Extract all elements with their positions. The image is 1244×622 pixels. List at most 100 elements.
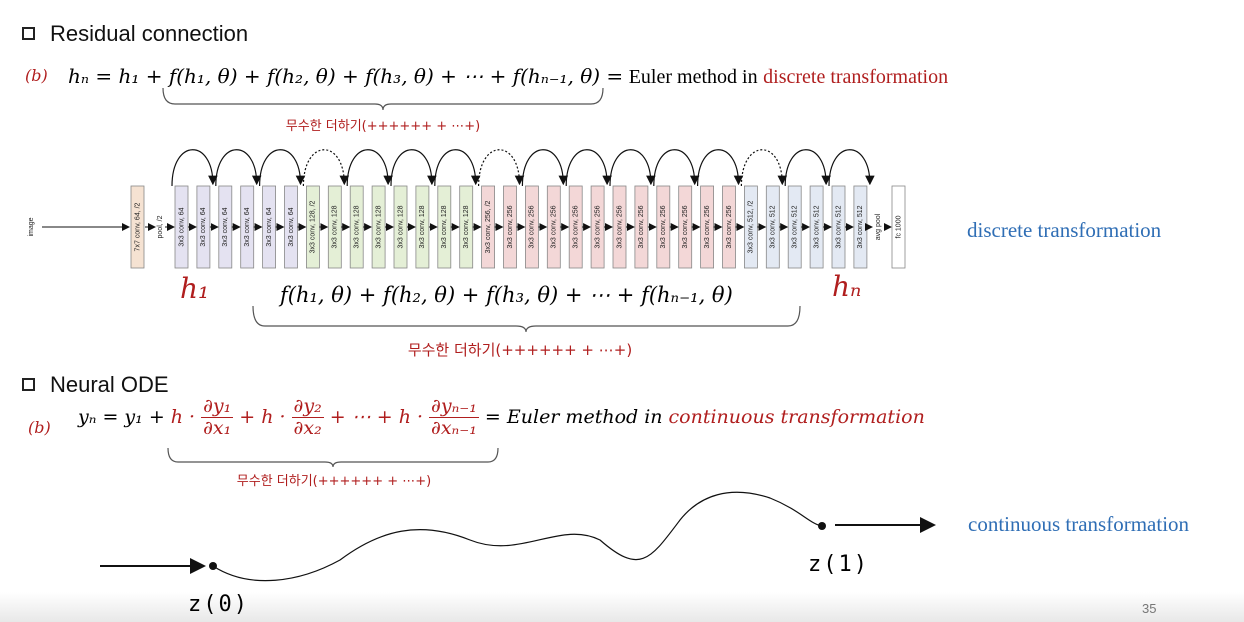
skip-connection bbox=[302, 149, 350, 187]
equation-text: = Euler method in bbox=[484, 406, 663, 429]
layer-label: 3x3 conv, 128 bbox=[375, 205, 382, 248]
sum-formula: f(h₁, θ) + f(h₂, θ) + f(h₃, θ) + ⋯ + f(h… bbox=[280, 283, 733, 307]
skip-connection bbox=[478, 149, 525, 187]
layer-label: 3x3 conv, 128 bbox=[354, 205, 361, 248]
fraction: ∂y₂ ∂x₂ bbox=[291, 395, 324, 439]
skip-connection bbox=[828, 149, 875, 187]
layer-label: 3x3 conv, 512 bbox=[813, 205, 820, 248]
input-label: image bbox=[28, 217, 35, 236]
skip-connection bbox=[653, 149, 700, 187]
brace-label: 무수한 더하기(++++++ + ⋯+) bbox=[236, 474, 432, 489]
skip-connection bbox=[171, 149, 218, 187]
equation-formula: hₙ = h₁ + f(h₁, θ) + f(h₂, θ) + f(h₃, θ)… bbox=[68, 64, 624, 88]
trajectory-curve bbox=[212, 491, 823, 582]
layer-label: 3x3 conv, 256 bbox=[616, 205, 623, 248]
footer-band bbox=[0, 592, 1244, 622]
brace bbox=[167, 447, 499, 468]
denominator: ∂xₙ₋₁ bbox=[431, 416, 477, 439]
layer-label: 3x3 conv, 128 bbox=[463, 205, 470, 248]
label: (b) bbox=[28, 418, 51, 437]
layer-label: 3x3 conv, 512 bbox=[857, 205, 864, 248]
layer-label: 3x3 conv, 256 bbox=[638, 205, 645, 248]
layer-label: 3x3 conv, 256 bbox=[507, 205, 514, 248]
section-heading: Neural ODE bbox=[50, 372, 169, 397]
end-label: z(1) bbox=[808, 552, 869, 577]
h-last: hₙ bbox=[832, 270, 862, 303]
fraction: ∂yₙ₋₁ ∂xₙ₋₁ bbox=[429, 396, 479, 439]
layer-label: 3x3 conv, 128 bbox=[397, 205, 404, 248]
fc-layer bbox=[891, 185, 906, 269]
end-point bbox=[818, 522, 826, 530]
layer-label: 3x3 conv, 64 bbox=[200, 207, 207, 246]
skip-connection bbox=[565, 149, 612, 187]
caption: discrete transformation bbox=[967, 218, 1162, 242]
layer-label: 3x3 conv, 64 bbox=[178, 207, 185, 246]
layer-label: 3x3 conv, 64 bbox=[244, 207, 251, 246]
layer-label: 3x3 conv, 256 bbox=[529, 205, 536, 248]
equation-highlight: discrete transformation bbox=[763, 66, 949, 88]
equation-lhs: yₙ = y₁ + bbox=[78, 406, 165, 429]
layer-label: 3x3 conv, 256 bbox=[682, 205, 689, 248]
skip-connection bbox=[259, 149, 306, 187]
layer-label: 3x3 conv, 256 bbox=[551, 205, 558, 248]
label: (b) bbox=[25, 66, 48, 85]
skip-connection bbox=[521, 149, 569, 187]
resnet-diagram: image 7x7 conv, 64, /2 pool, /2 3x3 conv, 6… bbox=[28, 149, 906, 269]
equation: yₙ = y₁ + h · ∂y₁ ∂x₁ + h · ∂y₂ ∂x₂ + ⋯ + … bbox=[78, 396, 925, 439]
brace-label: 무수한 더하기(++++++ + ⋯+) bbox=[285, 119, 481, 134]
checkbox bbox=[22, 378, 35, 391]
start-label: z(0) bbox=[188, 592, 249, 617]
pool-label: pool, /2 bbox=[157, 215, 164, 238]
layer-label: 3x3 conv, 256 bbox=[573, 205, 580, 248]
denominator: ∂x₁ bbox=[203, 416, 232, 439]
numerator: ∂y₁ bbox=[201, 395, 234, 418]
layer-label: 3x3 conv, 512 bbox=[792, 205, 799, 248]
skip-connection bbox=[609, 149, 656, 187]
layer-label: 3x3 conv, 128 bbox=[419, 205, 426, 248]
layer-label: 3x3 conv, 256 bbox=[594, 205, 601, 248]
stem-layer bbox=[130, 185, 145, 269]
brace bbox=[162, 87, 604, 111]
pool-label: avg pool bbox=[875, 213, 882, 240]
caption: continuous transformation bbox=[968, 512, 1190, 536]
layer-label: 3x3 conv, 512 bbox=[770, 205, 777, 248]
numerator: ∂y₂ bbox=[291, 395, 324, 418]
layer-label: 3x3 conv, 64 bbox=[288, 207, 295, 246]
fraction: ∂y₁ ∂x₁ bbox=[201, 395, 234, 439]
layer-label: fc 1000 bbox=[895, 215, 902, 238]
start-point bbox=[209, 562, 217, 570]
skip-connection bbox=[434, 149, 481, 187]
coef: h · bbox=[170, 406, 196, 429]
section-heading: Residual connection bbox=[50, 21, 249, 46]
layer-label: 3x3 conv, 128 bbox=[441, 205, 448, 248]
skip-connection bbox=[346, 149, 393, 187]
layer-label: 3x3 conv, 128 bbox=[332, 205, 339, 248]
skip-connection bbox=[784, 149, 831, 187]
coef: + h · bbox=[239, 406, 286, 429]
layer-label: 3x3 conv, 512 bbox=[835, 205, 842, 248]
h-first: h₁ bbox=[180, 272, 210, 305]
layer-label: 3x3 conv, 256 bbox=[660, 205, 667, 248]
coef: + ⋯ + h · bbox=[329, 406, 424, 429]
layer-label: 3x3 conv, 256 bbox=[704, 205, 711, 248]
equation-highlight: continuous transformation bbox=[668, 406, 925, 429]
layer-label: 3x3 conv, 64 bbox=[222, 207, 229, 246]
layer-label: 3x3 conv, 256 bbox=[726, 205, 733, 248]
skip-connection bbox=[390, 149, 437, 187]
equation-text: Euler method in bbox=[628, 66, 758, 88]
layer-label: 3x3 conv, 64 bbox=[266, 207, 273, 246]
skip-connection bbox=[740, 149, 788, 187]
checkbox bbox=[22, 27, 35, 40]
layer-label: 3x3 conv, 128, /2 bbox=[310, 200, 317, 253]
denominator: ∂x₂ bbox=[293, 416, 322, 439]
page-number: 35 bbox=[1142, 601, 1157, 616]
layer-label: 3x3 conv, 512, /2 bbox=[748, 200, 755, 253]
brace-label: 무수한 더하기(++++++ + ⋯+) bbox=[407, 341, 633, 359]
equation: hₙ = h₁ + f(h₁, θ) + f(h₂, θ) + f(h₃, θ)… bbox=[68, 64, 948, 89]
layer-label: 7x7 conv, 64, /2 bbox=[134, 202, 141, 251]
layer-label: 3x3 conv, 256, /2 bbox=[485, 200, 492, 253]
brace bbox=[252, 305, 801, 333]
skip-connection bbox=[215, 149, 262, 187]
